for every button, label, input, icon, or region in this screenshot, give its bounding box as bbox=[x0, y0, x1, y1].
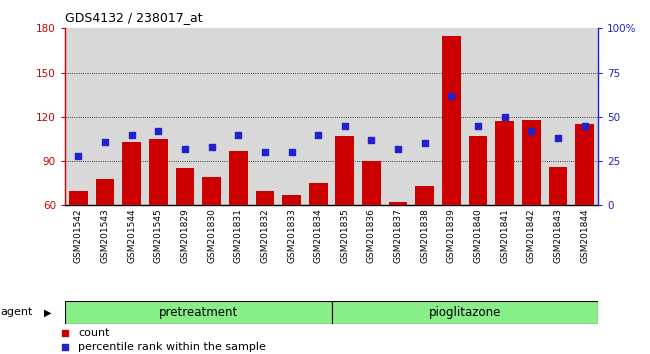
Point bbox=[73, 153, 83, 159]
Bar bbox=[229, 151, 248, 205]
Text: percentile rank within the sample: percentile rank within the sample bbox=[79, 342, 266, 352]
Bar bbox=[545, 28, 571, 205]
Bar bbox=[225, 28, 252, 205]
Point bbox=[367, 137, 377, 143]
Text: pioglitazone: pioglitazone bbox=[428, 306, 501, 319]
Point bbox=[339, 123, 350, 129]
Bar bbox=[65, 28, 92, 205]
Point bbox=[179, 146, 190, 152]
Bar bbox=[465, 28, 491, 205]
Bar bbox=[65, 301, 332, 324]
Bar bbox=[491, 28, 518, 205]
Text: pretreatment: pretreatment bbox=[159, 306, 238, 319]
Bar bbox=[415, 186, 434, 205]
Point bbox=[580, 123, 590, 129]
Bar bbox=[438, 28, 465, 205]
Bar bbox=[118, 28, 145, 205]
Bar bbox=[305, 28, 332, 205]
Point bbox=[326, 178, 337, 183]
Bar bbox=[278, 28, 305, 205]
Text: agent: agent bbox=[1, 307, 33, 318]
Point bbox=[259, 149, 270, 155]
Point bbox=[446, 93, 456, 98]
Bar bbox=[149, 139, 168, 205]
Bar bbox=[358, 28, 385, 205]
Bar bbox=[176, 169, 194, 205]
Point bbox=[100, 139, 110, 144]
Bar bbox=[549, 167, 567, 205]
Bar bbox=[69, 190, 88, 205]
Point bbox=[326, 302, 337, 307]
Bar bbox=[518, 28, 545, 205]
Bar bbox=[309, 183, 328, 205]
Bar bbox=[202, 177, 221, 205]
Point bbox=[553, 135, 564, 141]
Bar bbox=[469, 136, 488, 205]
Point bbox=[233, 132, 244, 137]
Bar bbox=[411, 28, 438, 205]
Point bbox=[420, 141, 430, 146]
Bar bbox=[575, 124, 594, 205]
Bar bbox=[282, 195, 301, 205]
Bar bbox=[522, 120, 541, 205]
Point bbox=[206, 144, 216, 150]
Bar bbox=[255, 190, 274, 205]
Bar bbox=[96, 179, 114, 205]
Point bbox=[526, 128, 537, 134]
Bar bbox=[198, 28, 225, 205]
Bar bbox=[172, 28, 198, 205]
Bar bbox=[495, 121, 514, 205]
Bar bbox=[362, 161, 381, 205]
Text: ▶: ▶ bbox=[44, 307, 52, 318]
Bar bbox=[442, 36, 461, 205]
Point bbox=[287, 149, 297, 155]
Bar bbox=[571, 28, 598, 205]
Point bbox=[126, 132, 137, 137]
Text: GDS4132 / 238017_at: GDS4132 / 238017_at bbox=[65, 11, 203, 24]
Point bbox=[473, 123, 484, 129]
Bar bbox=[122, 142, 141, 205]
Bar bbox=[385, 28, 411, 205]
Text: count: count bbox=[79, 328, 110, 338]
Bar bbox=[389, 202, 408, 205]
Point bbox=[500, 114, 510, 120]
Bar bbox=[332, 28, 358, 205]
Bar bbox=[145, 28, 172, 205]
Bar bbox=[92, 28, 118, 205]
Point bbox=[313, 132, 324, 137]
Bar bbox=[332, 301, 598, 324]
Point bbox=[393, 146, 403, 152]
Point bbox=[153, 128, 164, 134]
Bar bbox=[252, 28, 278, 205]
Bar bbox=[335, 136, 354, 205]
